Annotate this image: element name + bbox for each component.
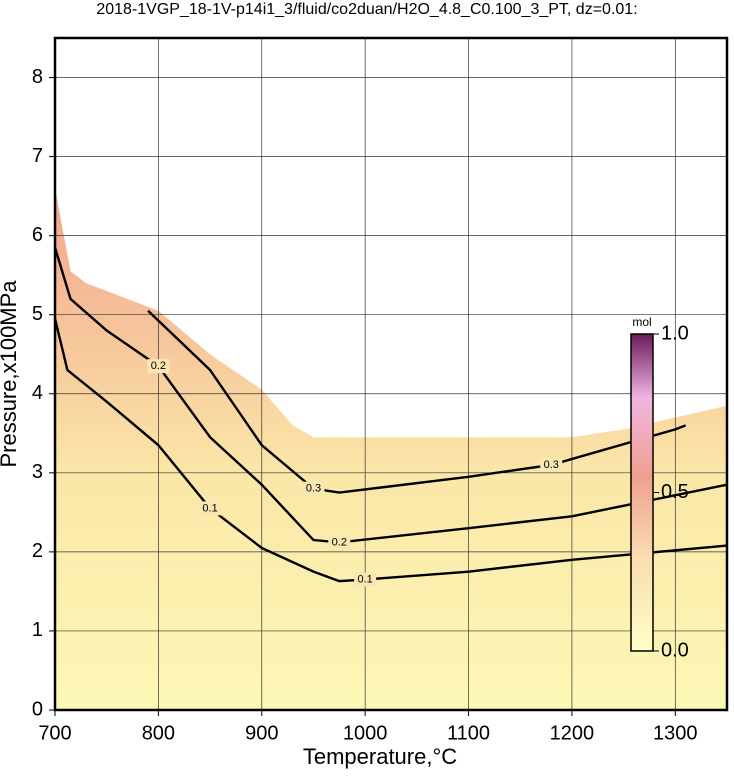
contour-line <box>53 318 728 583</box>
y-tick-label: 6 <box>32 224 43 246</box>
y-tick-label: 3 <box>32 461 43 483</box>
x-tick-label: 1200 <box>550 722 595 744</box>
chart-title: 2018-1VGP_18-1V-p14i1_3/fluid/co2duan/H2… <box>96 1 637 18</box>
plot-frame <box>53 36 729 712</box>
y-tick-label: 4 <box>32 382 43 404</box>
y-tick-label: 7 <box>32 145 43 167</box>
contour-label-bg <box>302 481 325 496</box>
x-tick-label: 700 <box>38 722 71 744</box>
colorbar-tick-label: 0.0 <box>661 639 689 661</box>
contour-label-bg <box>540 457 563 472</box>
contour-line <box>53 247 728 544</box>
colorbar-tick-label: 1.0 <box>661 322 689 344</box>
contour-label: 0.1 <box>202 502 217 514</box>
y-tick-label: 0 <box>32 698 43 720</box>
contour-label-bg <box>147 359 170 374</box>
contour-label: 0.2 <box>151 360 166 372</box>
contour-label-bg <box>328 535 351 550</box>
colorbar-tick-label: 0.5 <box>661 481 689 503</box>
x-tick-label: 1100 <box>447 722 490 744</box>
y-axis-title: Pressure,x100MPa <box>0 280 21 468</box>
x-tick-label: 1300 <box>653 722 698 744</box>
contour-label-bg <box>199 501 222 516</box>
plot-area: 700 800 900 1000 1100 1200 1300 0 1 2 3 4 5 6 7 8 0.1 0.1… <box>32 36 729 744</box>
x-tick-label: 1000 <box>343 722 388 744</box>
x-tick-label: 900 <box>245 722 278 744</box>
contour-label: 0.1 <box>358 573 373 585</box>
contour-label: 0.3 <box>306 483 321 495</box>
y-tick-label: 8 <box>32 66 43 88</box>
y-tick-label: 5 <box>32 303 43 325</box>
y-tick-label: 2 <box>32 540 43 562</box>
field-fill <box>55 188 727 710</box>
x-tick-label: 800 <box>142 722 175 744</box>
colorbar <box>630 333 654 652</box>
x-axis-title: Temperature,°C <box>303 744 457 769</box>
contour-label: 0.3 <box>544 459 559 471</box>
contour-label: 0.2 <box>332 536 347 548</box>
contour-label-bg <box>354 572 377 587</box>
colorbar-label: mol <box>632 315 651 329</box>
y-tick-label: 1 <box>32 619 43 641</box>
